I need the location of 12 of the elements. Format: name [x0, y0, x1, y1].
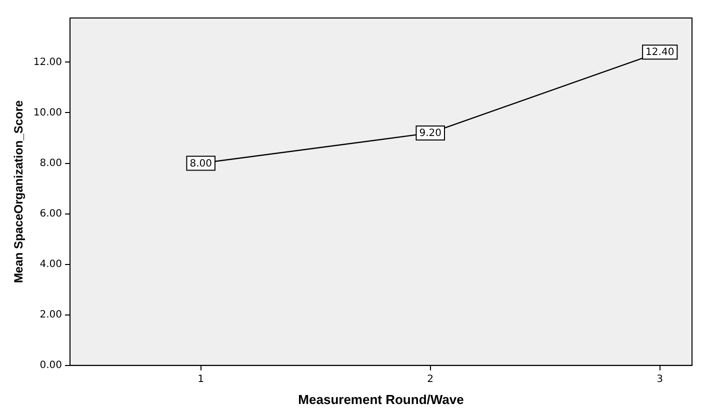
- y-tick-label: 6.00: [40, 208, 62, 220]
- y-axis-title: Mean SpaceOrganization_Score: [12, 100, 26, 284]
- x-tick-label: 2: [427, 374, 434, 385]
- y-tick-label: 12.00: [33, 56, 62, 68]
- y-tick-label: 8.00: [40, 158, 62, 169]
- y-tick-label: 2.00: [40, 309, 62, 320]
- x-tick-label: 3: [656, 374, 664, 385]
- y-tick-label: 0.00: [40, 360, 62, 371]
- x-axis-title: Measurement Round/Wave: [298, 392, 464, 407]
- y-tick-label: 4.00: [40, 258, 62, 270]
- y-tick-label: 10.00: [33, 107, 62, 118]
- x-tick-label: 1: [198, 374, 204, 385]
